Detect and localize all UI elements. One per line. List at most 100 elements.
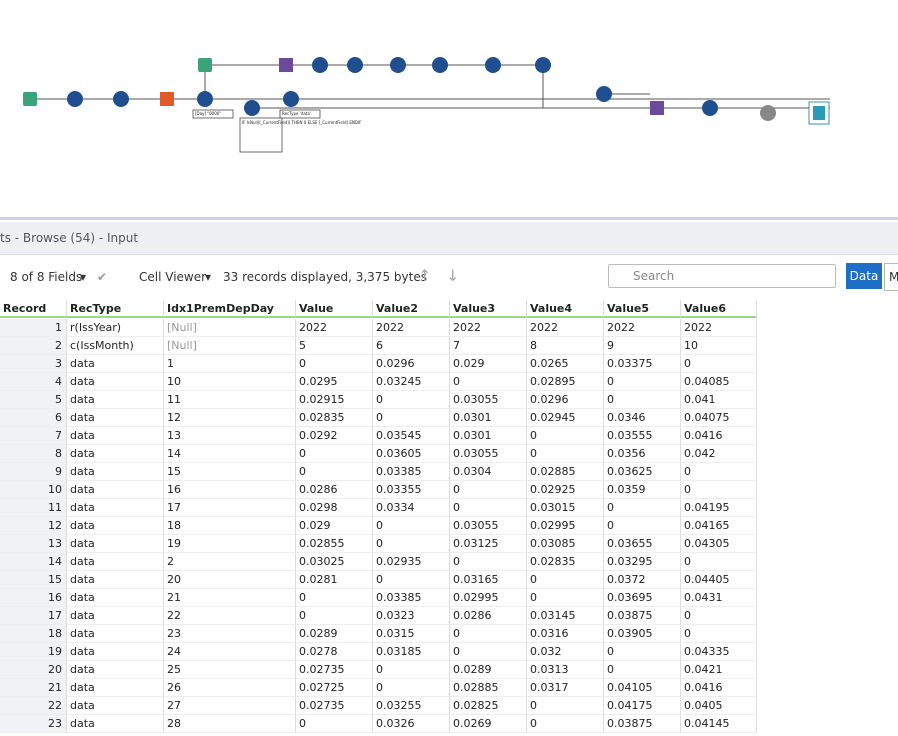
data-button[interactable]: Data: [846, 263, 882, 289]
cell[interactable]: 14: [164, 445, 296, 463]
cell[interactable]: 0.0289: [296, 625, 373, 643]
cell[interactable]: 0.0298: [296, 499, 373, 517]
cell[interactable]: 0.0296: [527, 391, 604, 409]
cell[interactable]: 0: [527, 589, 604, 607]
cell[interactable]: 0.02735: [296, 697, 373, 715]
cell[interactable]: 0.0431: [681, 589, 757, 607]
cell[interactable]: 0: [681, 355, 757, 373]
workflow-canvas[interactable]: [Day] "0000" RecType 'data' IF IsNull([_…: [0, 0, 898, 218]
cell[interactable]: 0.0346: [604, 409, 681, 427]
cell[interactable]: 0: [450, 643, 527, 661]
cell[interactable]: 0.03875: [604, 715, 681, 733]
cell[interactable]: 24: [164, 643, 296, 661]
cell[interactable]: data: [67, 697, 164, 715]
cell[interactable]: 6: [373, 337, 450, 355]
cell[interactable]: 0: [604, 391, 681, 409]
cell[interactable]: 0.0286: [296, 481, 373, 499]
cell[interactable]: 2022: [373, 319, 450, 337]
cell[interactable]: 0.0289: [450, 661, 527, 679]
cell[interactable]: 0.0269: [450, 715, 527, 733]
cell[interactable]: 0: [604, 373, 681, 391]
cell[interactable]: 0.02835: [296, 409, 373, 427]
cell[interactable]: 0: [450, 373, 527, 391]
cell[interactable]: data: [67, 625, 164, 643]
cell[interactable]: 2022: [604, 319, 681, 337]
cell[interactable]: data: [67, 535, 164, 553]
cell[interactable]: 0: [604, 643, 681, 661]
cell[interactable]: 0.03695: [604, 589, 681, 607]
cell[interactable]: 0.0317: [527, 679, 604, 697]
cell[interactable]: 18: [164, 517, 296, 535]
cell[interactable]: 0.02895: [527, 373, 604, 391]
cell[interactable]: 0.02885: [527, 463, 604, 481]
cell[interactable]: 0.0334: [373, 499, 450, 517]
cell[interactable]: 0: [681, 481, 757, 499]
cell[interactable]: 0: [450, 499, 527, 517]
cell[interactable]: 12: [164, 409, 296, 427]
cell[interactable]: 23: [164, 625, 296, 643]
cell[interactable]: 2022: [527, 319, 604, 337]
cell[interactable]: 0.02835: [527, 553, 604, 571]
cell[interactable]: 0.0286: [450, 607, 527, 625]
cell[interactable]: 0.02725: [296, 679, 373, 697]
cell[interactable]: data: [67, 715, 164, 733]
cell[interactable]: 0.03555: [604, 427, 681, 445]
cell[interactable]: 0.03055: [450, 517, 527, 535]
cell[interactable]: 26: [164, 679, 296, 697]
cell[interactable]: data: [67, 355, 164, 373]
cell[interactable]: 0.03245: [373, 373, 450, 391]
cell[interactable]: 0.04085: [681, 373, 757, 391]
cell[interactable]: 0: [450, 481, 527, 499]
cell[interactable]: 0.0356: [604, 445, 681, 463]
cell[interactable]: 0.0359: [604, 481, 681, 499]
cell[interactable]: 0.03055: [450, 445, 527, 463]
cell[interactable]: 0.03625: [604, 463, 681, 481]
cell[interactable]: c(IssMonth): [67, 337, 164, 355]
cell[interactable]: 0: [681, 463, 757, 481]
cell[interactable]: 2022: [450, 319, 527, 337]
cell[interactable]: 0.03145: [527, 607, 604, 625]
cell[interactable]: 19: [164, 535, 296, 553]
cell[interactable]: 28: [164, 715, 296, 733]
cell[interactable]: data: [67, 373, 164, 391]
cell[interactable]: r(IssYear): [67, 319, 164, 337]
cell[interactable]: data: [67, 481, 164, 499]
cell[interactable]: 0: [373, 661, 450, 679]
cell[interactable]: 0.03375: [604, 355, 681, 373]
cell[interactable]: 0: [681, 625, 757, 643]
cell[interactable]: 0.03295: [604, 553, 681, 571]
cell[interactable]: 2022: [296, 319, 373, 337]
cell[interactable]: data: [67, 661, 164, 679]
cell[interactable]: 21: [164, 589, 296, 607]
cell[interactable]: 0.032: [527, 643, 604, 661]
cell[interactable]: 0.0296: [373, 355, 450, 373]
cell[interactable]: 0: [373, 571, 450, 589]
cell[interactable]: 0.03165: [450, 571, 527, 589]
cell[interactable]: 0: [527, 445, 604, 463]
cell[interactable]: 0.03605: [373, 445, 450, 463]
cell[interactable]: 0.0304: [450, 463, 527, 481]
cell[interactable]: 0.03545: [373, 427, 450, 445]
cell[interactable]: 0: [527, 571, 604, 589]
cell[interactable]: 0.02885: [450, 679, 527, 697]
cell[interactable]: 0: [604, 661, 681, 679]
cell[interactable]: 0.03355: [373, 481, 450, 499]
cell[interactable]: data: [67, 643, 164, 661]
cell[interactable]: 15: [164, 463, 296, 481]
cell[interactable]: 0.0292: [296, 427, 373, 445]
cell[interactable]: data: [67, 391, 164, 409]
cell[interactable]: data: [67, 445, 164, 463]
cell[interactable]: 0.03905: [604, 625, 681, 643]
cell[interactable]: 8: [527, 337, 604, 355]
cell[interactable]: 0.03255: [373, 697, 450, 715]
cell[interactable]: 0.0313: [527, 661, 604, 679]
cell[interactable]: 0: [450, 625, 527, 643]
cell[interactable]: 0: [527, 427, 604, 445]
cell[interactable]: 0: [373, 535, 450, 553]
cell[interactable]: 2: [164, 553, 296, 571]
cell[interactable]: 0.029: [296, 517, 373, 535]
up-arrow[interactable]: ↑: [418, 266, 432, 285]
cell[interactable]: 0.0323: [373, 607, 450, 625]
cell[interactable]: data: [67, 463, 164, 481]
cell[interactable]: 0.0421: [681, 661, 757, 679]
